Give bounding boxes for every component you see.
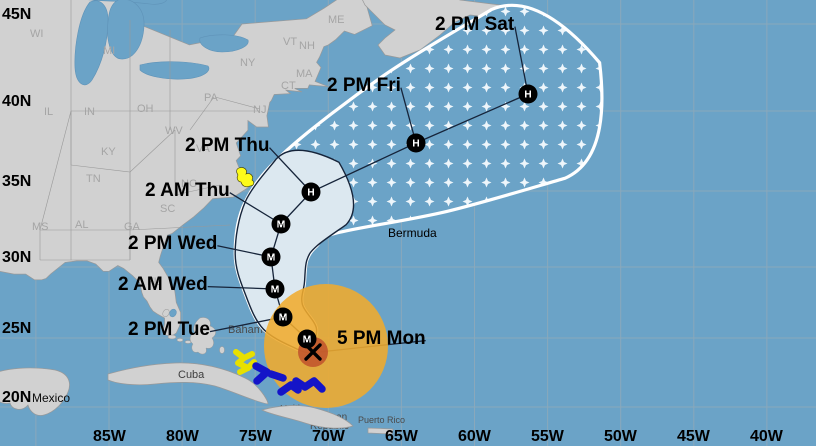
svg-text:M: M [271, 284, 280, 296]
svg-text:55W: 55W [531, 428, 565, 445]
svg-text:M: M [267, 252, 276, 264]
svg-text:AL: AL [75, 219, 88, 231]
svg-text:MI: MI [103, 45, 115, 57]
svg-text:TN: TN [86, 173, 101, 185]
svg-text:SC: SC [160, 203, 175, 215]
svg-text:NJ: NJ [253, 104, 266, 116]
svg-text:85W: 85W [93, 428, 127, 445]
svg-text:IL: IL [44, 106, 53, 118]
svg-text:ME: ME [328, 14, 345, 26]
svg-text:VT: VT [283, 36, 297, 48]
svg-text:35N: 35N [2, 173, 31, 190]
svg-text:OH: OH [137, 103, 154, 115]
svg-text:2 PM Wed: 2 PM Wed [128, 233, 217, 254]
svg-text:2 PM Sat: 2 PM Sat [435, 14, 515, 35]
svg-text:WV: WV [165, 125, 183, 137]
svg-text:WI: WI [30, 28, 43, 40]
svg-text:MS: MS [32, 221, 49, 233]
svg-text:Bermuda: Bermuda [388, 226, 437, 240]
svg-text:25N: 25N [2, 320, 31, 337]
svg-text:H: H [412, 138, 420, 150]
svg-text:H: H [307, 187, 315, 199]
svg-text:2 AM Thu: 2 AM Thu [145, 180, 230, 201]
svg-text:45W: 45W [677, 428, 711, 445]
svg-text:2 AM Wed: 2 AM Wed [118, 274, 208, 295]
svg-text:PA: PA [204, 92, 219, 104]
svg-text:60W: 60W [458, 428, 492, 445]
svg-text:80W: 80W [166, 428, 200, 445]
svg-text:M: M [277, 219, 286, 231]
svg-text:30N: 30N [2, 249, 31, 266]
svg-text:Cuba: Cuba [178, 369, 205, 381]
svg-text:2 PM Tue: 2 PM Tue [128, 319, 210, 340]
svg-text:CT: CT [281, 80, 296, 92]
svg-text:40N: 40N [2, 93, 31, 110]
svg-text:40W: 40W [750, 428, 784, 445]
svg-text:IN: IN [84, 106, 95, 118]
svg-text:M: M [303, 334, 312, 346]
svg-text:KY: KY [101, 146, 116, 158]
svg-text:2 PM Fri: 2 PM Fri [327, 75, 401, 96]
svg-text:NY: NY [240, 57, 256, 69]
svg-text:65W: 65W [385, 428, 419, 445]
svg-text:50W: 50W [604, 428, 638, 445]
svg-text:H: H [524, 89, 532, 101]
svg-text:GA: GA [124, 221, 141, 233]
svg-text:NH: NH [299, 40, 315, 52]
svg-text:20N: 20N [2, 389, 31, 406]
svg-text:75W: 75W [239, 428, 273, 445]
svg-text:Mexico: Mexico [32, 391, 70, 405]
svg-text:45N: 45N [2, 6, 31, 23]
svg-text:70W: 70W [312, 428, 346, 445]
svg-text:5 PM Mon: 5 PM Mon [337, 328, 426, 349]
svg-text:M: M [279, 312, 288, 324]
svg-text:2 PM Thu: 2 PM Thu [185, 135, 269, 156]
svg-text:MA: MA [296, 68, 313, 80]
svg-text:Puerto Rico: Puerto Rico [358, 415, 405, 425]
